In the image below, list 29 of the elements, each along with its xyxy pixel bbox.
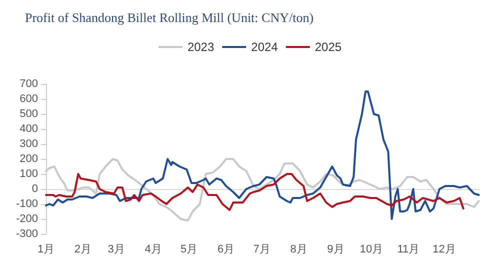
x-tick-label: 10月 xyxy=(360,244,384,256)
x-tick-label: 9月 xyxy=(327,244,344,256)
y-tick-label: -200 xyxy=(16,213,38,225)
y-tick-label: 700 xyxy=(20,78,38,90)
y-tick-label: 100 xyxy=(20,168,38,180)
x-tick-label: 3月 xyxy=(108,244,125,256)
y-tick-label: 300 xyxy=(20,138,38,150)
y-tick-label: 500 xyxy=(20,108,38,120)
x-tick-label: 8月 xyxy=(290,244,308,256)
legend-label: 2025 xyxy=(314,40,342,54)
x-tick-label: 1月 xyxy=(37,244,55,256)
x-tick-label: 4月 xyxy=(144,244,162,256)
chart-title: Profit of Shandong Billet Rolling Mill (Unit: CNY/ton) xyxy=(25,10,314,25)
line-series xyxy=(45,173,464,211)
legend-label: 2024 xyxy=(251,40,278,54)
x-tick-label: 6月 xyxy=(217,244,235,256)
y-tick-label: 0 xyxy=(32,183,38,195)
y-tick-label: -300 xyxy=(16,228,38,240)
y-tick-label: -100 xyxy=(16,198,38,210)
x-tick-label: 12月 xyxy=(432,244,456,256)
x-tick-label: 11月 xyxy=(397,244,420,256)
x-tick-label: 7月 xyxy=(253,244,270,256)
line-series xyxy=(45,90,480,220)
y-tick-label: 600 xyxy=(20,93,38,105)
x-tick-label: 5月 xyxy=(180,244,198,256)
legend-label: 2023 xyxy=(187,40,214,54)
y-tick-label: 400 xyxy=(20,123,38,135)
y-tick-label: 200 xyxy=(20,153,38,165)
x-tick-label: 2月 xyxy=(74,244,92,256)
